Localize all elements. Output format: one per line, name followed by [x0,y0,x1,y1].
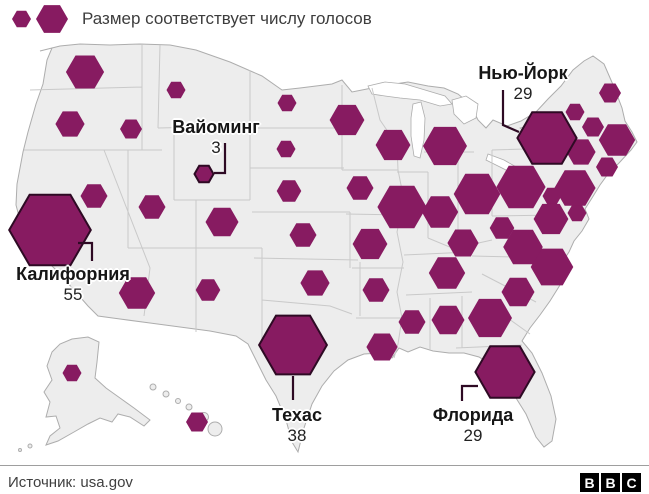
hexagon-ME [599,83,621,103]
hexagon-TX [257,314,329,376]
hexagon-TN [428,257,466,289]
bbc-logo-letter: B [601,473,620,492]
footer: Источник: usa.gov B B C [0,465,649,494]
hexagon-GA [468,298,512,338]
callout-line-california [78,241,94,261]
bbc-logo: B B C [578,473,641,492]
hexagon-CA [8,193,92,267]
hexagon-AK [62,364,82,382]
hexagon-NV [80,184,108,208]
bbc-logo-letter: C [622,473,641,492]
legend-hexagon-large-icon [36,5,68,33]
hexagon-KY [447,229,479,257]
hexagon-MA [598,124,636,156]
hexagon-MT [166,81,186,99]
hexagon-IN [421,196,459,228]
hexagon-OR [55,111,85,137]
hexagon-OK [300,270,330,296]
hexagon-VT [565,103,585,121]
us-mainland-shape [15,43,638,454]
hexagon-IL [377,185,427,229]
hexagon-MO [352,228,388,260]
hexagon-VA [503,229,543,265]
hexagon-AR [362,278,390,302]
alaska-shape [43,336,151,446]
source-text: Источник: usa.gov [8,474,133,491]
hexagon-OH [453,173,501,215]
aleutian-island [27,443,33,449]
hexagon-MN [329,104,365,136]
hexagon-NE [276,180,302,202]
hexagon-NM [195,279,221,301]
callout-line-new-york [501,90,520,134]
legend-hexagon-small-icon [12,10,31,28]
hexagon-MS [398,310,426,334]
hexagon-KS [289,223,317,247]
callout-lines [78,90,520,401]
hexagon-NY [516,111,578,165]
hexagon-ND [277,94,297,112]
hexagon-AZ [118,277,156,309]
hexagon-MI [423,126,467,166]
hexagon-NH [582,117,604,137]
hexagon-layer [8,55,636,432]
hexagon-DC [567,204,587,222]
hexagon-NJ [554,170,596,206]
callout-line-florida [460,384,478,401]
hexagon-SC [501,277,535,307]
hexagon-ID [120,119,142,139]
hexagon-WA [65,55,105,89]
legend: Размер соответствует числу голосов [6,2,372,36]
hexagon-HI [186,412,208,432]
hexagon-FL [474,345,536,399]
bbc-logo-letter: B [580,473,599,492]
hexagon-IA [346,176,374,200]
legend-size-icon [12,5,68,33]
legend-label: Размер соответствует числу голосов [82,9,372,28]
aleutian-island [18,448,22,452]
hexagon-LA [366,333,398,361]
hexagon-WV [489,217,515,239]
hexagon-NC [530,248,574,286]
hexagon-CO [205,207,239,237]
hexagon-CT [566,139,596,165]
hexagon-PA [496,165,546,209]
hexagon-WI [375,129,411,161]
hexagon-RI [596,157,618,177]
hexagon-AL [431,305,465,335]
hexagon-WY [193,164,215,184]
hexagon-SD [276,140,296,158]
hexagon-UT [138,195,166,219]
callout-line-wyoming [214,143,227,175]
hexagon-MD [533,203,569,235]
hawaii-islands [149,383,223,437]
